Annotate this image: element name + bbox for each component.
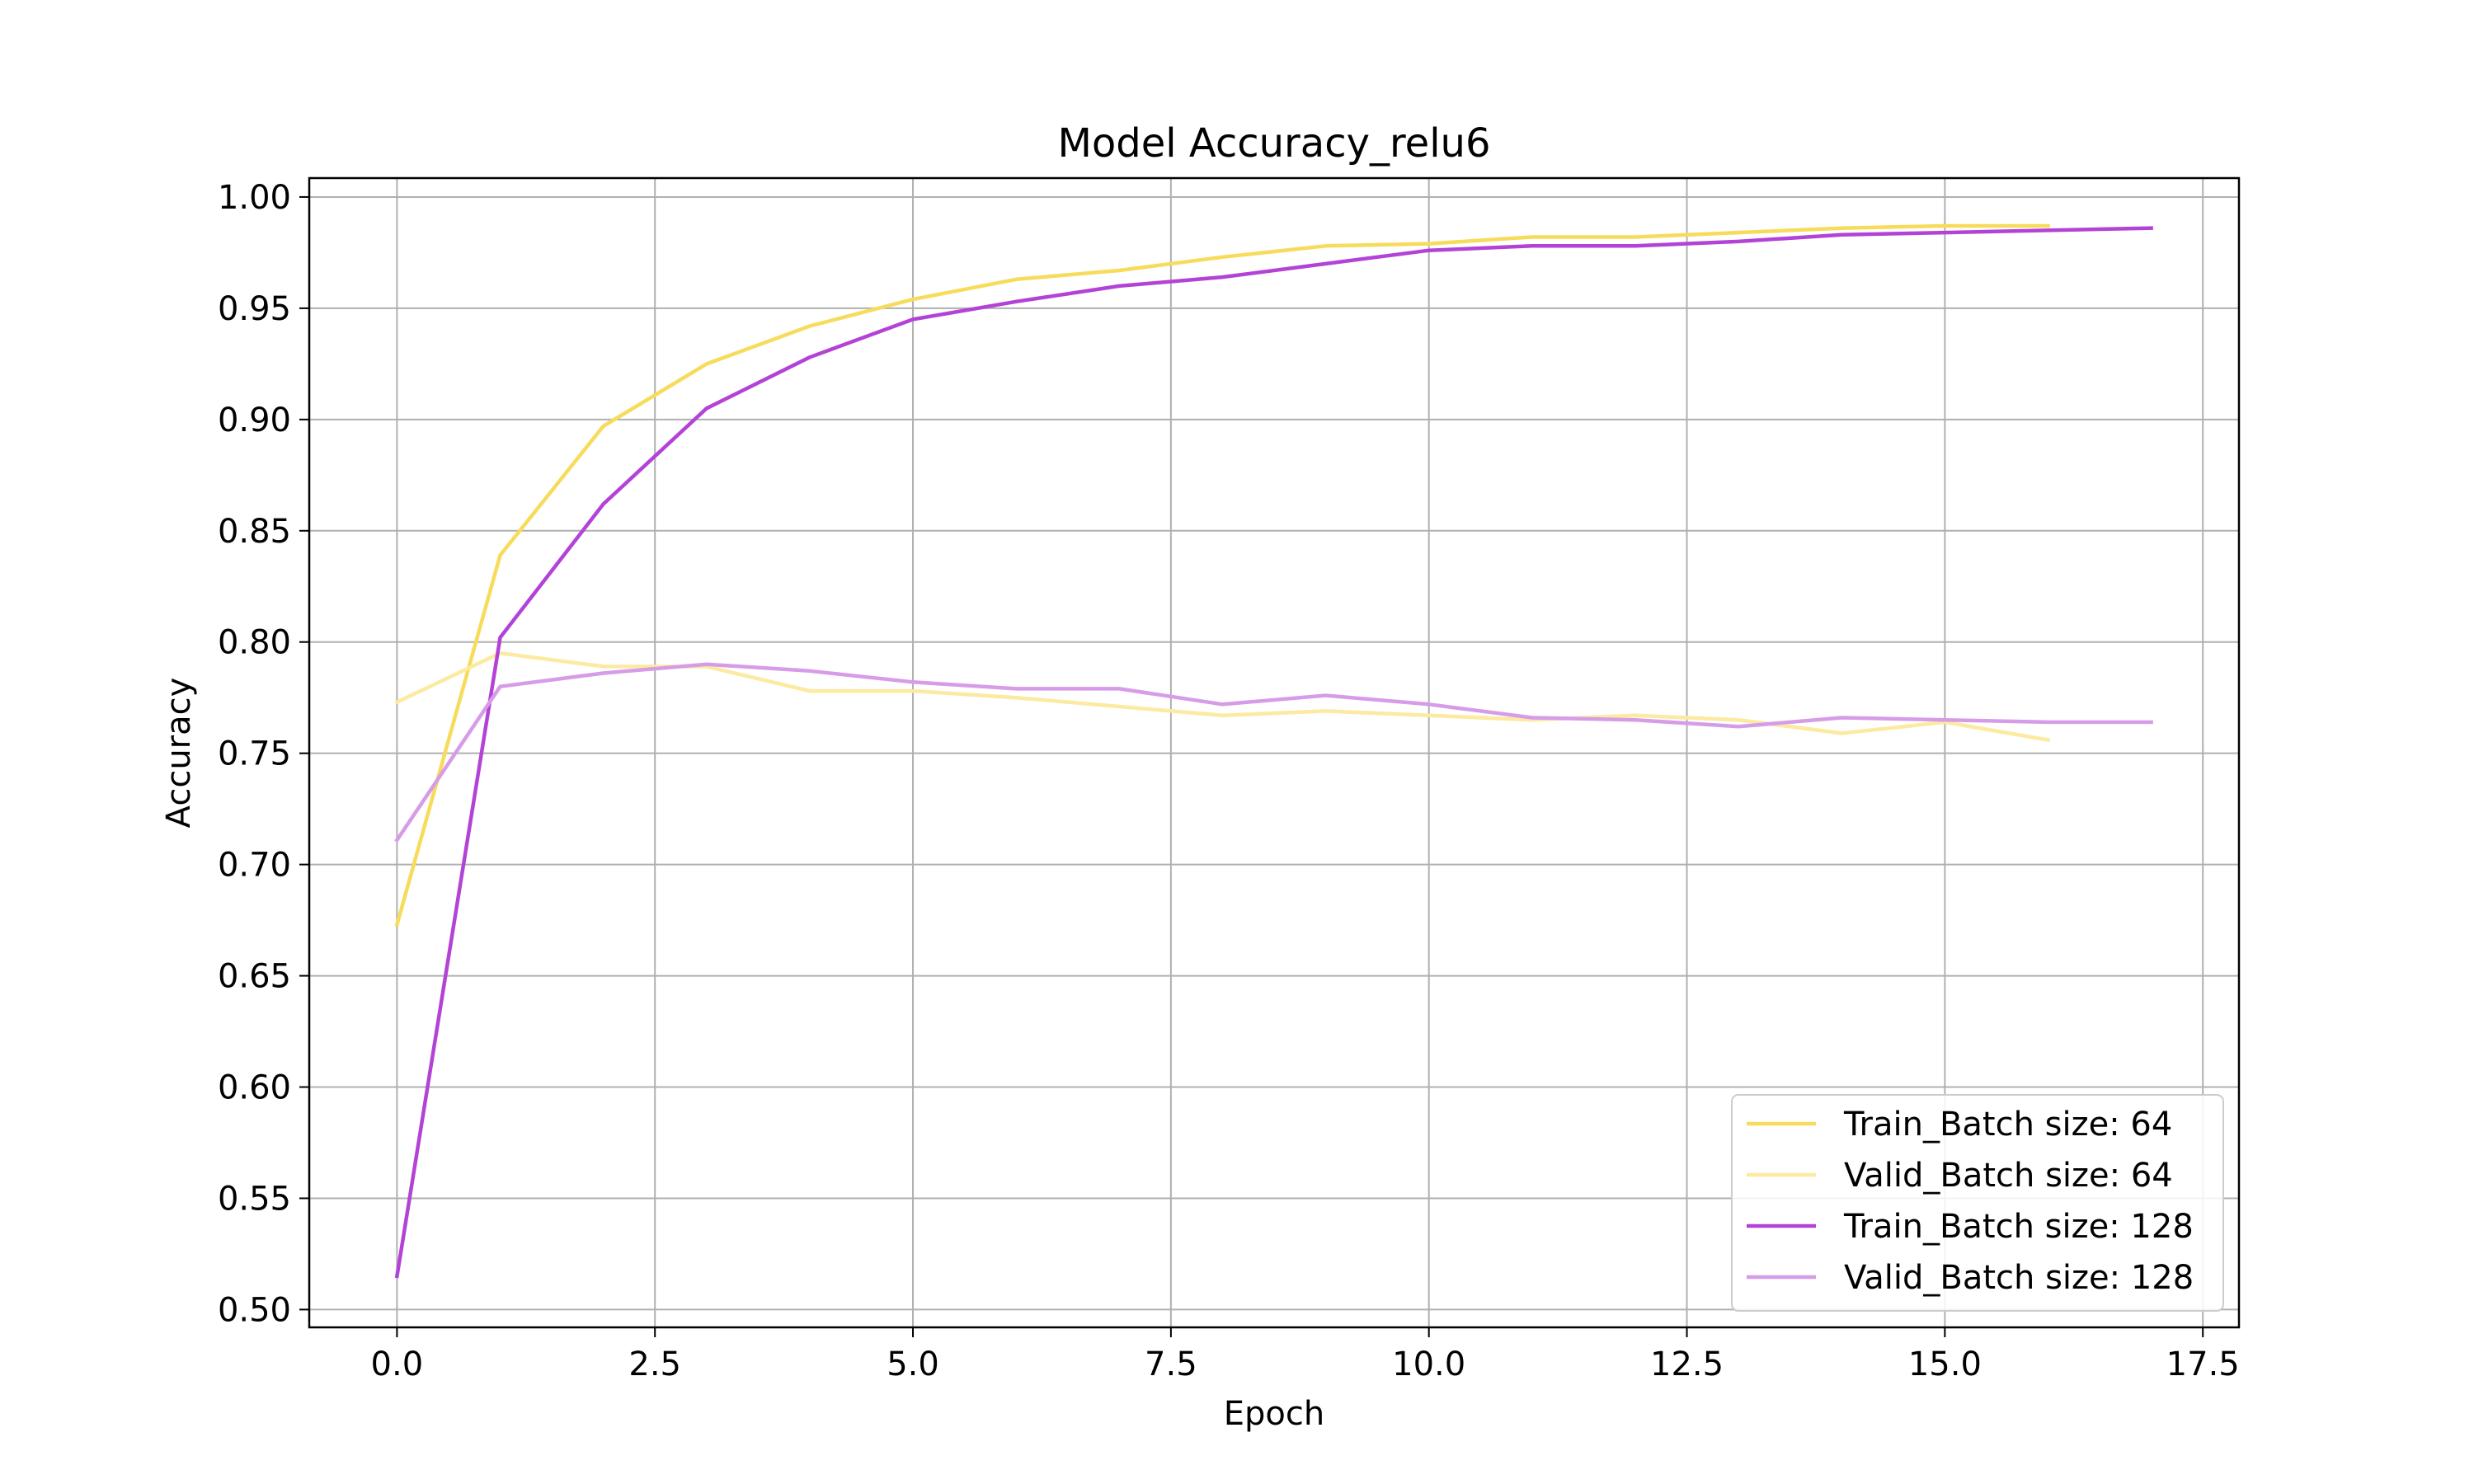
y-tick-label: 1.00 [218,179,291,217]
y-axis-label: Accuracy [160,678,198,829]
y-tick-label: 0.85 [218,513,291,551]
legend: Train_Batch size: 64 Valid_Batch size: 64… [1731,1094,2224,1312]
x-tick-label: 5.0 [887,1345,939,1383]
chart-title: Model Accuracy_relu6 [1057,120,1490,167]
series-line-3 [394,226,2153,1279]
x-axis-label: Epoch [1224,1395,1324,1433]
legend-box [1731,1094,2224,1312]
series-lines [394,223,2153,1279]
legend-label-1: Train_Batch size: 64 [1843,1106,2172,1144]
series-line-1 [394,223,2050,928]
y-axis-ticks: 0.50 0.55 0.60 0.65 0.70 0.75 0.80 0.85 0.90 0.95… [218,179,309,1329]
legend-label-2: Valid_Batch size: 64 [1844,1157,2173,1195]
x-tick-label: 0.0 [371,1345,424,1383]
y-tick-label: 0.65 [218,958,291,996]
y-tick-label: 0.60 [218,1069,291,1107]
x-tick-label: 2.5 [628,1345,681,1383]
x-tick-label: 15.0 [1908,1345,1982,1383]
x-tick-label: 12.5 [1650,1345,1724,1383]
legend-label-3: Train_Batch size: 128 [1843,1208,2194,1246]
x-tick-label: 17.5 [2166,1345,2240,1383]
y-tick-label: 0.95 [218,290,291,328]
y-tick-label: 0.55 [218,1180,291,1218]
x-tick-label: 10.0 [1392,1345,1465,1383]
y-tick-label: 0.90 [218,402,291,439]
x-tick-label: 7.5 [1145,1345,1197,1383]
y-tick-label: 0.50 [218,1291,291,1329]
legend-label-4: Valid_Batch size: 128 [1844,1259,2194,1297]
y-tick-label: 0.80 [218,624,291,662]
series-line-4 [394,662,2153,843]
y-tick-label: 0.75 [218,735,291,773]
y-tick-label: 0.70 [218,847,291,885]
x-axis-ticks: 0.0 2.5 5.0 7.5 10.0 12.5 15.0 17.5 [371,1327,2240,1383]
